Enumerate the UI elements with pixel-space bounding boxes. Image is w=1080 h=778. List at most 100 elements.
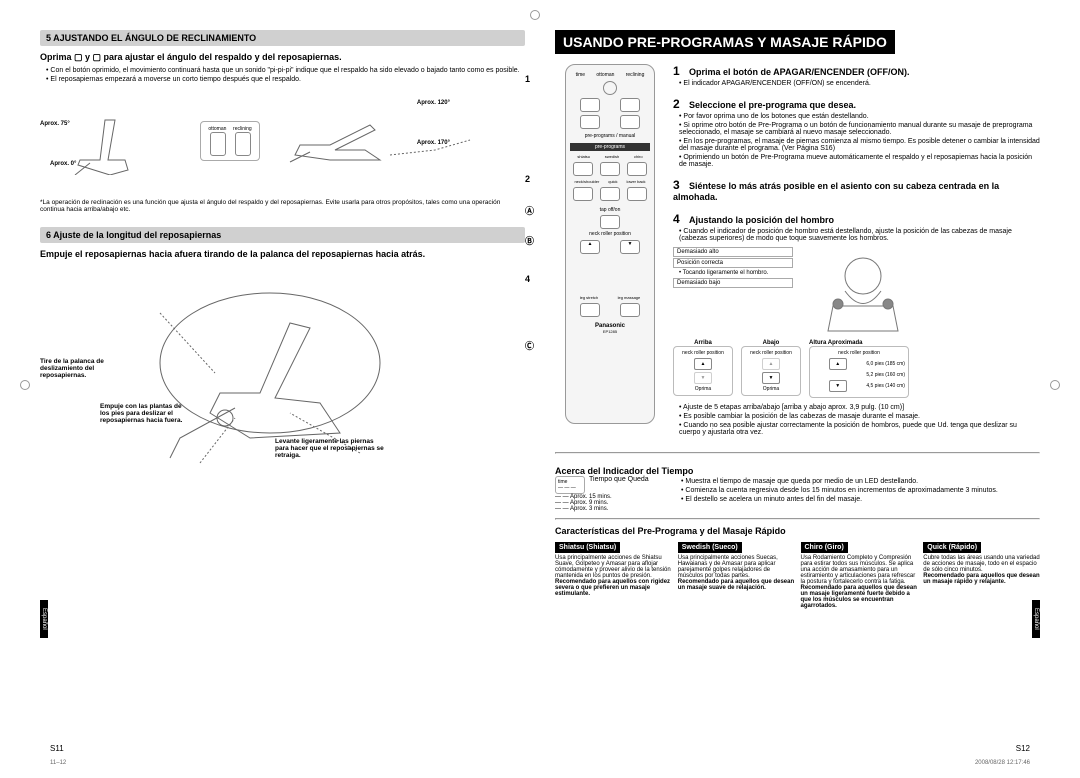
- down-arrow-button[interactable]: ▼: [694, 372, 712, 384]
- quick-button[interactable]: [600, 187, 620, 201]
- char-rec: Recomendado para aquellos que desean un …: [923, 573, 1040, 585]
- height-value: 4,5 pies (140 cm): [866, 383, 905, 389]
- char-header: Swedish (Sueco): [678, 542, 742, 553]
- step-1: 1 Oprima el botón de APAGAR/ENCENDER (OF…: [673, 64, 1040, 87]
- characteristics-section: Características del Pre-Programa y del M…: [555, 526, 1040, 609]
- step-bullet: Oprimiendo un botón de Pre-Programa muev…: [679, 154, 1040, 168]
- reclining-button[interactable]: [235, 132, 251, 156]
- char-rec: Recomendado para aquellos que desean un …: [801, 585, 918, 609]
- step-title: Seleccione el pre-programa que desea.: [689, 100, 856, 110]
- leg-massage-button[interactable]: [620, 303, 640, 317]
- leg-stretch-button[interactable]: [580, 303, 600, 317]
- step-number: 3: [673, 178, 687, 192]
- down-panel: neck roller position ▲ ▼ Oprima: [741, 346, 801, 396]
- callout-4: 4: [525, 274, 530, 284]
- callout-a: Ⓐ: [525, 204, 534, 217]
- shoulder-diagram: Demasiado alto Posición correcta Tocando…: [673, 246, 1040, 336]
- model-label: EP1285: [570, 329, 650, 334]
- step-2: 2 Seleccione el pre-programa que desea. …: [673, 97, 1040, 168]
- ottoman-button[interactable]: [580, 98, 600, 112]
- footrest-diagram: Tire de la palanca de deslizamiento del …: [40, 263, 525, 483]
- language-tab-left: Español: [40, 600, 48, 638]
- section-5-bar: 5 AJUSTANDO EL ÁNGULO DE RECLINAMIENTO: [40, 30, 525, 46]
- step-bullet: Ajuste de 5 etapas arriba/abajo [arriba …: [679, 404, 1040, 411]
- chiro-button[interactable]: [627, 162, 647, 176]
- position-label: Posición correcta: [673, 258, 793, 268]
- timer-title: Acerca del Indicador del Tiempo: [555, 466, 1040, 476]
- remote-label: shiatsu: [577, 154, 590, 159]
- remote-label: reclining: [626, 72, 645, 78]
- lift-legs-label: Levante ligeramente las piernas para hac…: [275, 438, 385, 459]
- language-tab-right: Español: [1032, 600, 1040, 638]
- callout-1: 1: [525, 74, 530, 84]
- callout-2: 2: [525, 174, 530, 184]
- position-label: Demasiado bajo: [673, 278, 793, 288]
- oprima-label: Oprima: [745, 386, 797, 392]
- remote-control: time ottoman reclining pre-programs / ma…: [565, 64, 655, 424]
- step-bullet: El indicador APAGAR/ENCENDER (OFF/ON) se…: [679, 80, 1040, 87]
- ottoman-down-button[interactable]: [580, 115, 600, 129]
- ottoman-button[interactable]: [210, 132, 226, 156]
- remote-label: lower back: [626, 179, 645, 184]
- time-indicator: time — — —: [555, 476, 585, 494]
- up-arrow-button[interactable]: ▲: [694, 358, 712, 370]
- footer-date: 2008/08/28 12:17:46: [975, 760, 1030, 766]
- down-arrow-button[interactable]: ▼: [762, 372, 780, 384]
- recline-down-button[interactable]: [620, 115, 640, 129]
- char-header: Shiatsu (Shiatsu): [555, 542, 620, 553]
- step-4: 4 Ajustando la posición del hombro Cuand…: [673, 212, 1040, 436]
- neck-up-button[interactable]: ▲: [580, 240, 600, 254]
- remote-label: leg stretch: [580, 295, 598, 300]
- down-arrow-button[interactable]: ▼: [829, 380, 847, 392]
- char-rec: Recomendado para aquellos que desean un …: [678, 579, 795, 591]
- step-bullet: Por favor oprima uno de los botones que …: [679, 113, 1040, 120]
- step-bullet: Cuando no sea posible ajustar correctame…: [679, 422, 1040, 436]
- angle-label: Aprox. 0°: [50, 161, 76, 167]
- timer-section: Acerca del Indicador del Tiempo time — —…: [555, 466, 1040, 512]
- angle-label: Aprox. 170°: [417, 140, 450, 146]
- char-title: Características del Pre-Programa y del M…: [555, 526, 1040, 536]
- remote-label: neck roller position: [570, 231, 650, 237]
- oprima-label: Oprima: [677, 386, 729, 392]
- page-number-right: S12: [1016, 744, 1030, 753]
- section-6-instruction: Empuje el reposapiernas hacia afuera tir…: [40, 249, 525, 259]
- char-desc: Usa principalmente acciones de Shiatsu S…: [555, 555, 672, 579]
- remote-label: neck/shoulder: [574, 179, 599, 184]
- angle-label: Aprox. 120°: [417, 100, 450, 106]
- tap-button[interactable]: [600, 215, 620, 229]
- step-title: Oprima el botón de APAGAR/ENCENDER (OFF/…: [689, 67, 910, 77]
- power-button[interactable]: [603, 81, 617, 95]
- push-feet-label: Empuje con las plantas de los pies para …: [100, 403, 185, 424]
- touching-note: Tocando ligeramente el hombro.: [679, 270, 793, 276]
- step-bullet: En los pre-programas, el masaje de piern…: [679, 138, 1040, 152]
- up-arrow-button[interactable]: ▲: [762, 358, 780, 370]
- char-header: Quick (Rápido): [923, 542, 981, 553]
- lever-pull-label: Tire de la palanca de deslizamiento del …: [40, 358, 125, 379]
- up-panel: neck roller position ▲ ▼ Oprima: [673, 346, 733, 396]
- step-3: 3 Siéntese lo más atrás posible en el as…: [673, 178, 1040, 202]
- step-bullet: Cuando el indicador de posición de hombr…: [679, 228, 1040, 242]
- step-title: Ajustando la posición del hombro: [689, 215, 834, 225]
- remote-label: swedish: [605, 154, 619, 159]
- neck-button[interactable]: [573, 187, 593, 201]
- section-5-instruction: Oprima ▢ y ▢ para ajustar el ángulo del …: [40, 52, 525, 63]
- swedish-button[interactable]: [600, 162, 620, 176]
- height-value: 6,0 pies (185 cm): [866, 361, 905, 367]
- remote-label: quick: [608, 179, 617, 184]
- step-bullet: Si oprime otro botón de Pre-Programa o u…: [679, 122, 1040, 136]
- char-desc: Usa principalmente acciones Suecas, Hawa…: [678, 555, 795, 579]
- recline-note: *La operación de reclinación es una func…: [40, 199, 525, 213]
- neck-down-button[interactable]: ▼: [620, 240, 640, 254]
- char-desc: Cubre todas las áreas usando una varieda…: [923, 555, 1040, 573]
- timer-bullet: Comienza la cuenta regresiva desde los 1…: [681, 487, 1040, 494]
- recline-button[interactable]: [620, 98, 640, 112]
- char-rec: Recomendado para aquellos con rigidez se…: [555, 579, 672, 597]
- section-5-bullet: El reposapiernas empezará a moverse un c…: [46, 76, 525, 83]
- section-5-bullet: Con el botón oprimido, el movimiento con…: [46, 67, 525, 74]
- lower-button[interactable]: [627, 187, 647, 201]
- up-arrow-button[interactable]: ▲: [829, 358, 847, 370]
- remote-label: chiro: [634, 154, 643, 159]
- recline-diagram: Aprox. 75° Aprox. 0° ottoman reclining A…: [40, 91, 525, 191]
- time-value: Aprox. 3 mins.: [570, 506, 608, 512]
- shiatsu-button[interactable]: [573, 162, 593, 176]
